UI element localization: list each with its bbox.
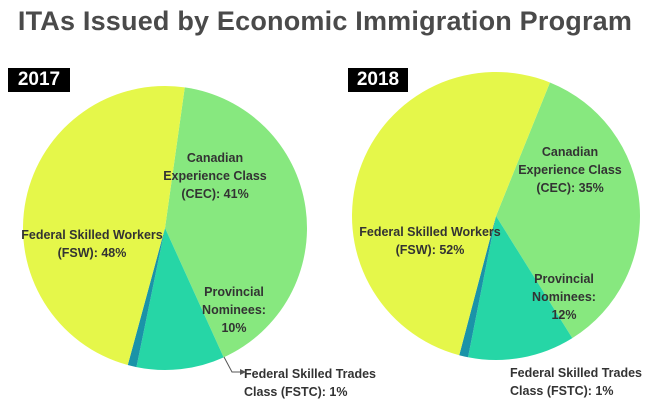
pie-2017: Canadian Experience Class (CEC): 41% Provin… [21, 86, 376, 399]
pie-slice-federal-skilled-trades-class [459, 216, 496, 358]
slice-label-federal-skilled-trades-class: Federal Skilled Trades Class (FSTC): 1% [244, 367, 376, 399]
pie-slice-federal-skilled-trades-class [127, 228, 165, 368]
year-badge-2018: 2018 [348, 68, 408, 92]
slice-label-provincial-nominees: Provincial Nominees: 12% [532, 272, 596, 322]
slice-label-provincial-nominees: Provincial Nominees: 10% [202, 285, 266, 335]
slice-label-federal-skilled-workers: Federal Skilled Workers (FSW): 48% [21, 228, 163, 260]
pie-slice-provincial-nominees [468, 216, 573, 360]
slice-label-canadian-experience-class: Canadian Experience Class (CEC): 35% [518, 145, 622, 195]
chart-title: ITAs Issued by Economic Immigration Prog… [17, 6, 633, 36]
pie-slice-federal-skilled-workers [22, 86, 185, 366]
pie-slice-federal-skilled-workers [352, 72, 550, 356]
arrow-head-icon [240, 369, 246, 375]
pie-slice-canadian-experience-class [496, 82, 640, 339]
pie-slice-provincial-nominees [136, 228, 224, 370]
slice-label-federal-skilled-workers: Federal Skilled Workers (FSW): 52% [359, 225, 501, 257]
slice-label-federal-skilled-trades-class: Federal Skilled Trades Class (FSTC): 1% [510, 366, 642, 398]
pie-2018: Canadian Experience Class (CEC): 35% Provin… [352, 72, 642, 398]
year-badge-2017: 2017 [8, 68, 70, 92]
leader-line [223, 356, 242, 373]
pie-slice-canadian-experience-class [165, 87, 308, 358]
slice-label-canadian-experience-class: Canadian Experience Class (CEC): 41% [163, 151, 267, 201]
